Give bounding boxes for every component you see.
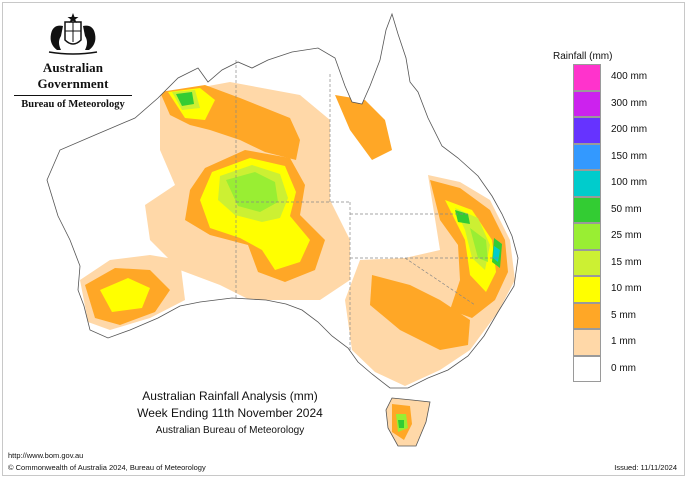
legend-swatch (573, 355, 601, 382)
legend-label: 15 mm (611, 256, 642, 268)
legend-swatch (573, 117, 601, 144)
rain-zone-50mm-kimberley (176, 92, 194, 106)
rain-zone-10mm-southwest (100, 278, 150, 312)
legend-swatch (573, 329, 601, 356)
legend-swatch (573, 276, 601, 303)
legend-label: 150 mm (611, 150, 648, 162)
legend-swatch (573, 223, 601, 250)
rainfall-legend (573, 64, 601, 382)
legend-label: 10 mm (611, 283, 642, 295)
legend-title: Rainfall (mm) (553, 51, 613, 62)
issued-date: Issued: 11/11/2024 (614, 463, 677, 472)
legend-label: 400 mm (611, 71, 648, 83)
rain-zone-50mm-eastcoast (455, 210, 470, 224)
rain-zone-25mm-eastcoast (470, 228, 488, 262)
rain-zone-5mm-southeast (370, 275, 470, 350)
bom-url: http://www.bom.gov.au (8, 451, 84, 460)
government-logo: Australian Government Bureau of Meteorol… (10, 12, 136, 110)
legend-label: 1 mm (611, 336, 636, 348)
legend-label: 0 mm (611, 362, 636, 374)
map-title: Australian Rainfall Analysis (mm) (142, 389, 318, 403)
legend-label: 300 mm (611, 97, 648, 109)
map-period: Week Ending 11th November 2024 (137, 406, 323, 420)
legend-swatch (573, 143, 601, 170)
map-agency: Australian Bureau of Meteorology (155, 425, 305, 436)
legend-label: 50 mm (611, 203, 642, 215)
rain-zone-100mm-coast (493, 246, 500, 262)
bureau-name: Bureau of Meteorology (21, 99, 125, 110)
legend-swatch (573, 302, 601, 329)
rain-zone-5mm-cape (335, 95, 392, 160)
legend-label: 5 mm (611, 309, 636, 321)
legend-swatch (573, 170, 601, 197)
legend-swatch (573, 249, 601, 276)
legend-swatch (573, 90, 601, 117)
state-borders (235, 60, 500, 350)
copyright-text: © Commonwealth of Australia 2024, Bureau… (8, 463, 206, 472)
logo-divider (14, 95, 132, 96)
legend-swatch (573, 196, 601, 223)
tasmania (385, 397, 431, 447)
legend-label: 25 mm (611, 230, 642, 242)
legend-label: 100 mm (611, 177, 648, 189)
legend-label: 200 mm (611, 124, 648, 136)
legend-swatch (573, 64, 601, 91)
government-name: Australian Government (37, 60, 109, 91)
rainfall-fields (80, 82, 515, 386)
coat-of-arms-icon (48, 13, 98, 55)
